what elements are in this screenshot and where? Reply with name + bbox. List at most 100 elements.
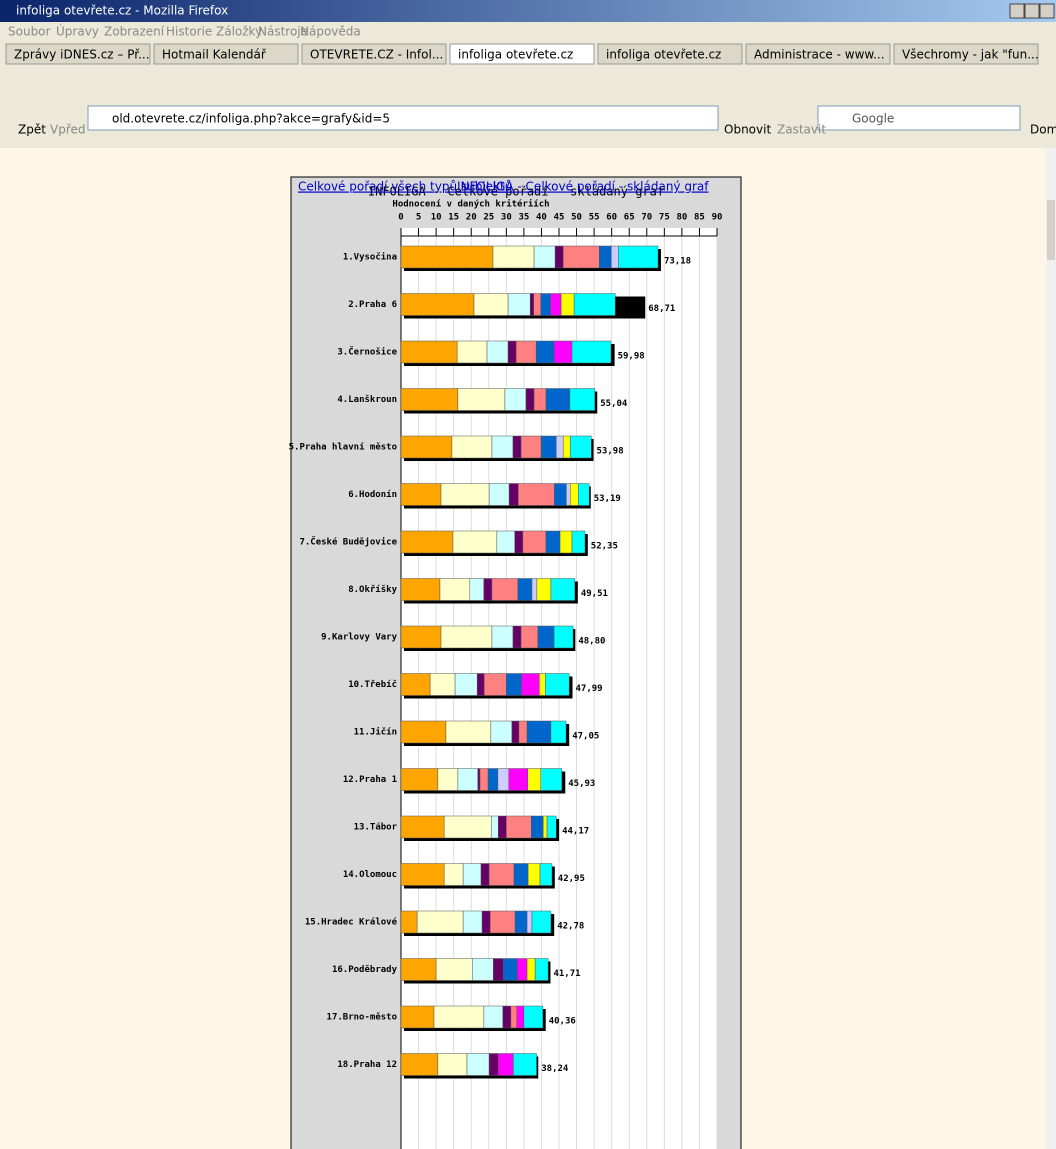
category-label: 17.Brno-město xyxy=(327,1012,397,1023)
bar-segment xyxy=(562,245,600,269)
total-label: 68,71 xyxy=(648,304,675,314)
category-label: 2.Praha 6 xyxy=(348,300,397,310)
nav-link[interactable]: Celkové pořadí všech typů subjektů xyxy=(298,180,512,194)
bar-segment xyxy=(523,1005,544,1029)
scrollbar[interactable] xyxy=(1046,148,1056,1149)
bar-segment xyxy=(542,815,548,839)
bar-segment xyxy=(540,435,557,459)
bar-segment xyxy=(520,435,542,459)
tab-label: Hotmail Kalendář xyxy=(162,48,267,62)
tab[interactable] xyxy=(597,43,743,65)
total-label: 53,19 xyxy=(594,494,621,504)
bar-segment xyxy=(400,673,431,696)
bar-segment xyxy=(400,578,441,601)
x-tick-label: 30 xyxy=(501,213,512,223)
bar-segment xyxy=(562,435,571,459)
maximize-button[interactable] xyxy=(1024,3,1040,19)
menu-item[interactable]: Soubor xyxy=(8,25,51,39)
tab-label: Všechromy - jak "fun... xyxy=(902,48,1039,62)
url-text: old.otevrete.cz/infoliga.php?akce=grafy&… xyxy=(112,112,390,126)
scroll-thumb[interactable] xyxy=(1047,200,1055,260)
category-label: 12.Praha 1 xyxy=(343,775,397,785)
bar-segment xyxy=(490,815,499,839)
bar-segment xyxy=(488,1053,499,1076)
toolbar-button[interactable]: Obnovit xyxy=(724,123,771,137)
bar-segment xyxy=(540,293,551,316)
total-label: 47,05 xyxy=(572,732,599,742)
bar-segment xyxy=(569,388,596,411)
bar-segment xyxy=(443,863,464,886)
bar-segment xyxy=(487,768,499,791)
bar-segment xyxy=(496,530,516,554)
category-label: 14.Olomouc xyxy=(343,870,397,880)
bar-segment xyxy=(550,578,576,601)
bar-segment xyxy=(527,768,541,791)
category-label: 1.Vysočina xyxy=(343,252,397,263)
menu-item[interactable]: Záložky xyxy=(216,25,262,39)
category-label: 15.Hradec Králové xyxy=(305,917,398,928)
menu-item[interactable]: Nápověda xyxy=(300,25,361,39)
bar-segment xyxy=(480,863,490,886)
minimize-button[interactable] xyxy=(1009,3,1025,19)
menu-item[interactable]: Zobrazení xyxy=(104,25,165,39)
x-tick-label: 70 xyxy=(641,213,652,223)
bar-segment xyxy=(400,340,458,364)
tab-label: infoliga otevřete.cz xyxy=(606,48,721,62)
bar-segment xyxy=(457,388,506,411)
bar-segment xyxy=(488,863,515,886)
bar-segment xyxy=(531,815,544,839)
bar-segment xyxy=(573,293,616,316)
bar-segment xyxy=(571,530,586,554)
bar-segment xyxy=(540,768,563,791)
bar-segment xyxy=(539,673,546,696)
bar-segment xyxy=(514,910,528,934)
bar-segment xyxy=(522,530,547,554)
x-tick-label: 45 xyxy=(554,213,565,223)
bar-segment xyxy=(490,720,513,744)
tab[interactable] xyxy=(153,43,299,65)
bar-segment xyxy=(537,625,555,649)
bar-segment xyxy=(400,863,445,886)
tab[interactable] xyxy=(301,43,447,65)
bar-segment xyxy=(599,245,612,269)
bar-segment xyxy=(518,483,555,506)
bar-segment xyxy=(483,673,507,696)
x-tick-label: 75 xyxy=(659,213,670,223)
x-tick-label: 55 xyxy=(589,213,600,223)
bar-segment xyxy=(508,768,529,791)
bar-segment xyxy=(535,340,555,364)
toolbar-button[interactable]: Zastavit xyxy=(777,123,826,137)
bar-segment xyxy=(443,815,492,839)
bar-segment xyxy=(400,245,494,269)
close-button[interactable] xyxy=(1039,3,1055,19)
x-tick-label: 65 xyxy=(624,213,635,223)
bar-segment xyxy=(456,340,488,364)
url-box[interactable] xyxy=(87,105,719,131)
toolbar-button[interactable]: Domů xyxy=(1030,123,1056,137)
bar-segment xyxy=(536,578,552,601)
menu-item[interactable]: Historie xyxy=(166,25,212,39)
x-tick-label: 0 xyxy=(398,213,403,223)
tab[interactable] xyxy=(449,43,595,65)
toolbar-button[interactable]: Zpět xyxy=(18,123,46,137)
bar-segment xyxy=(514,530,524,554)
category-label: 9.Karlovy Vary xyxy=(321,633,397,643)
bar-segment xyxy=(502,1005,512,1029)
search-box[interactable] xyxy=(817,105,1021,131)
toolbar-button[interactable]: Vpřed xyxy=(50,123,86,137)
bar-segment xyxy=(559,530,573,554)
bar-segment xyxy=(400,1005,435,1029)
nav-link[interactable]: INFOLIGA - Celkové pořadí - skládaný gra… xyxy=(457,180,709,194)
bar-segment xyxy=(517,578,533,601)
total-label: 47,99 xyxy=(575,684,602,694)
bar-segment xyxy=(507,293,531,316)
total-label: 45,93 xyxy=(568,779,595,789)
bar-segment xyxy=(437,1053,468,1076)
tab[interactable] xyxy=(5,43,151,65)
category-label: 4.Lanškroun xyxy=(337,394,397,405)
menu-item[interactable]: Nástroje xyxy=(258,25,308,39)
tab[interactable] xyxy=(745,43,891,65)
tab-label: infoliga otevřete.cz xyxy=(458,48,573,62)
menu-item[interactable]: Úpravy xyxy=(56,24,99,39)
tab[interactable] xyxy=(893,43,1039,65)
